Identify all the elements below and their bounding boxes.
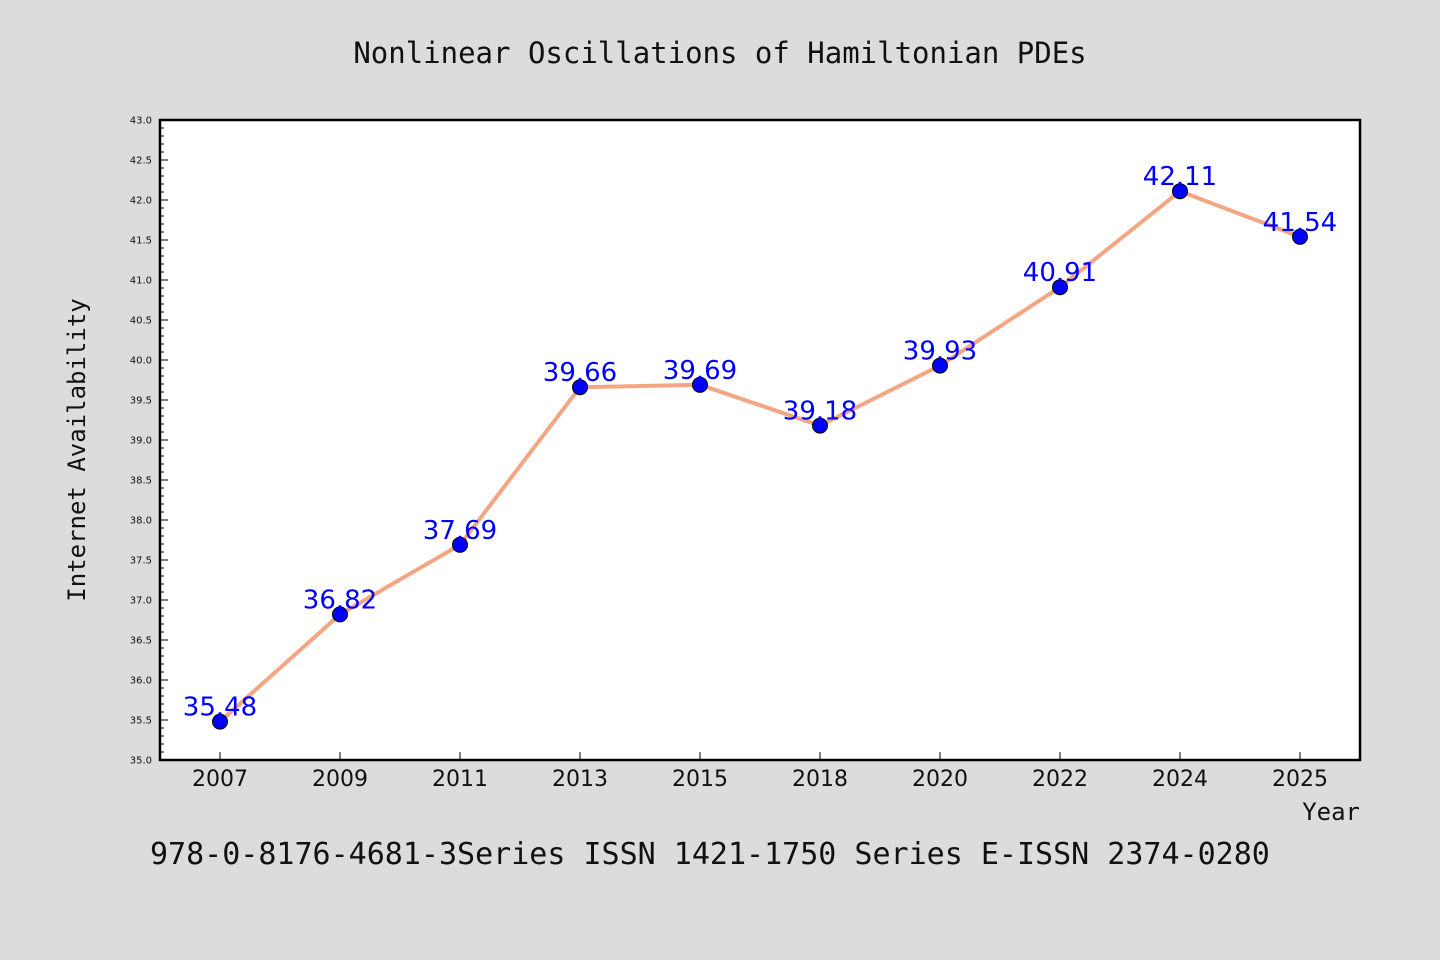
data-label: 42.11 — [1143, 162, 1217, 192]
y-tick-label: 36.5 — [130, 636, 152, 647]
series-line-group — [218, 189, 1302, 724]
y-tick-label: 42.0 — [130, 196, 152, 207]
y-axis-label: Internet Availability — [63, 298, 91, 601]
y-tick-label: 41.5 — [130, 236, 152, 247]
x-tick-label: 2013 — [552, 767, 608, 792]
data-label: 41.54 — [1263, 208, 1337, 238]
x-tick-label: 2018 — [792, 767, 848, 792]
markers-group — [212, 183, 1308, 730]
y-tick-label: 41.0 — [130, 276, 152, 287]
data-point — [452, 536, 468, 553]
y-tick-label: 40.5 — [130, 316, 152, 327]
y-tick-label: 37.0 — [130, 596, 152, 607]
y-tick-label: 39.5 — [130, 396, 152, 407]
x-axis: 2007 2009 2011 2013 2015 2018 2020 2022 2024 2025 — [192, 752, 1328, 792]
data-label: 35.48 — [183, 693, 257, 723]
data-label: 39.93 — [903, 337, 977, 367]
data-point — [932, 357, 948, 374]
y-tick-label: 38.0 — [130, 516, 152, 527]
data-label: 39.18 — [783, 397, 857, 427]
x-tick-label: 2024 — [1152, 767, 1208, 792]
y-tick-label: 43.0 — [130, 116, 152, 127]
data-label: 39.69 — [663, 356, 737, 386]
data-point — [332, 606, 348, 623]
x-tick-label: 2020 — [912, 767, 968, 792]
data-labels-group: 35.48 36.82 37.69 39.66 39.69 39.18 39.93 40.91… — [183, 162, 1337, 722]
x-tick-label: 2025 — [1272, 767, 1328, 792]
y-tick-label: 40.0 — [130, 356, 152, 367]
y-tick-label: 42.5 — [130, 156, 152, 167]
data-label: 39.66 — [543, 358, 617, 388]
data-label: 36.82 — [303, 585, 377, 615]
x-axis-label: Year — [1302, 798, 1360, 826]
y-tick-label: 38.5 — [130, 476, 152, 487]
x-tick-label: 2007 — [192, 767, 248, 792]
plot-area — [160, 120, 1360, 760]
chart-title: Nonlinear Oscillations of Hamiltonian PD… — [353, 36, 1086, 70]
data-point — [212, 713, 228, 730]
data-point — [1052, 279, 1068, 296]
data-label: 40.91 — [1023, 258, 1097, 288]
plot-frame — [158, 118, 1362, 762]
data-point — [1292, 228, 1308, 245]
y-tick-label: 35.0 — [130, 756, 152, 767]
series-line — [218, 189, 1302, 724]
y-tick-label: 39.0 — [130, 436, 152, 447]
data-point — [692, 376, 708, 393]
footer-isbn-text: 978-0-8176-4681-3Series ISSN 1421-1750 S… — [150, 837, 1270, 872]
x-tick-label: 2009 — [312, 767, 368, 792]
y-tick-label: 36.0 — [130, 676, 152, 687]
data-point — [572, 379, 588, 396]
x-tick-label: 2022 — [1032, 767, 1088, 792]
x-tick-label: 2015 — [672, 767, 728, 792]
x-tick-label: 2011 — [432, 767, 488, 792]
y-tick-label: 37.5 — [130, 556, 152, 567]
data-label: 37.69 — [423, 516, 497, 546]
y-tick-label: 35.5 — [130, 716, 152, 727]
data-point — [812, 417, 828, 434]
data-point — [1172, 183, 1188, 200]
